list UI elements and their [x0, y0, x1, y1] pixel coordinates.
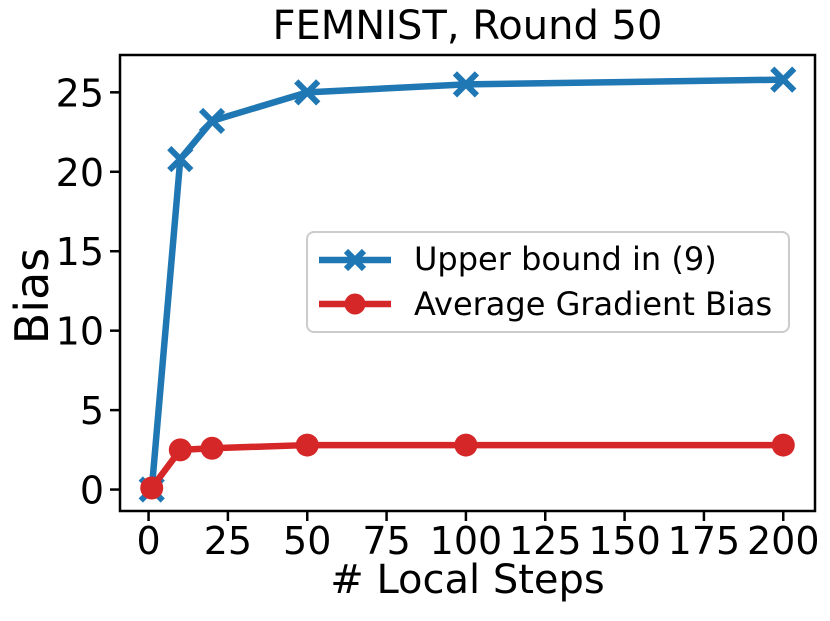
series-1-circle-marker — [771, 433, 795, 457]
y-tick-label: 5 — [80, 389, 104, 433]
x-tick-label: 100 — [430, 519, 503, 563]
y-tick-label: 20 — [56, 151, 104, 195]
x-tick-label: 25 — [204, 519, 252, 563]
x-tick-label: 150 — [588, 519, 661, 563]
series-0-x-marker — [770, 66, 797, 93]
series-0-x-marker — [452, 71, 480, 98]
series-0-x-marker — [198, 107, 226, 135]
x-axis-label: # Local Steps — [330, 557, 605, 603]
legend-label-upper-bound: Upper bound in (9) — [414, 240, 717, 279]
y-tick-label: 10 — [56, 310, 104, 354]
y-tick-label: 15 — [56, 230, 104, 274]
x-tick-label: 200 — [747, 519, 820, 563]
x-tick-label: 175 — [668, 519, 741, 563]
series-1-circle-marker — [295, 433, 319, 457]
x-marker-line-icon — [319, 248, 391, 271]
x-tick-label: 125 — [509, 519, 582, 563]
legend-item-upper-bound: Upper bound in (9) — [316, 240, 782, 280]
legend: Upper bound in (9) Average Gradient Bias — [306, 231, 790, 333]
y-axis-label: Bias — [5, 247, 59, 345]
series-1-circle-marker — [200, 436, 224, 460]
x-tick-label: 75 — [362, 519, 410, 563]
x-tick-label: 0 — [136, 519, 160, 563]
legend-label-avg-gradient-bias: Average Gradient Bias — [414, 284, 773, 323]
series-0-x-marker — [294, 79, 321, 106]
series-1-circle-marker — [454, 433, 478, 457]
legend-item-avg-gradient-bias: Average Gradient Bias — [316, 284, 782, 324]
series-line-0 — [148, 76, 784, 490]
circle-marker-line-icon — [319, 293, 391, 315]
series-0-x-marker — [167, 145, 194, 173]
y-tick-label: 0 — [80, 469, 104, 513]
x-tick-label: 50 — [283, 519, 331, 563]
y-tick-label: 25 — [56, 71, 104, 115]
plot-border — [118, 53, 817, 513]
series-1-circle-marker — [168, 438, 192, 462]
chart-title: FEMNIST, Round 50 — [272, 3, 663, 49]
series-1-circle-marker — [140, 476, 164, 500]
